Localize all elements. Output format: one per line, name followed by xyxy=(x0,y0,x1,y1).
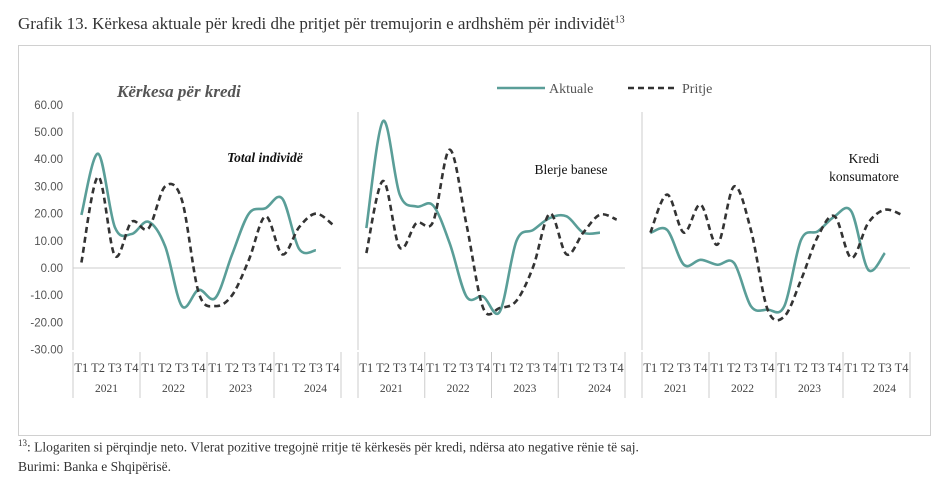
x-year-label: 2023 xyxy=(229,383,252,395)
x-tick-label: T4 xyxy=(610,361,625,375)
x-tick-label: T2 xyxy=(292,361,306,375)
x-tick-label: T4 xyxy=(326,361,341,375)
x-tick-label: T3 xyxy=(175,361,189,375)
x-tick-label: T2 xyxy=(794,361,808,375)
x-tick-label: T3 xyxy=(878,361,892,375)
x-tick-label: T3 xyxy=(108,361,122,375)
x-tick-label: T2 xyxy=(576,361,590,375)
series-line-aktuale xyxy=(80,152,317,309)
y-tick-label: 30.00 xyxy=(34,181,63,193)
x-tick-label: T2 xyxy=(727,361,741,375)
x-tick-label: T2 xyxy=(443,361,457,375)
x-tick-label: T3 xyxy=(526,361,540,375)
y-tick-label: 60.00 xyxy=(34,100,63,112)
x-tick-label: T1 xyxy=(844,361,858,375)
x-tick-label: T2 xyxy=(158,361,172,375)
x-year-label: 2024 xyxy=(304,383,327,395)
x-tick-label: T3 xyxy=(811,361,825,375)
x-year-label: 2023 xyxy=(798,383,821,395)
y-tick-label: 50.00 xyxy=(34,127,63,139)
x-tick-label: T1 xyxy=(643,361,657,375)
x-tick-label: T4 xyxy=(694,361,709,375)
x-tick-label: T4 xyxy=(409,361,424,375)
panel-title: Kredi xyxy=(849,151,880,166)
x-tick-label: T4 xyxy=(761,361,776,375)
source-note: Burimi: Banka e Shqipërisë. xyxy=(18,459,171,474)
x-tick-label: T1 xyxy=(560,361,574,375)
x-tick-label: T4 xyxy=(895,361,910,375)
x-tick-label: T3 xyxy=(309,361,323,375)
x-tick-label: T4 xyxy=(192,361,207,375)
x-year-label: 2023 xyxy=(513,383,536,395)
x-tick-label: T3 xyxy=(593,361,607,375)
panel-title-line2: konsumatore xyxy=(829,169,899,184)
series-line-aktuale xyxy=(365,119,601,315)
x-year-label: 2024 xyxy=(588,383,611,395)
x-year-label: 2022 xyxy=(731,383,754,395)
series-line-pritje xyxy=(649,185,903,322)
x-tick-label: T1 xyxy=(777,361,791,375)
y-tick-label: -20.00 xyxy=(30,317,63,329)
x-tick-label: T2 xyxy=(861,361,875,375)
x-tick-label: T4 xyxy=(125,361,140,375)
x-year-label: 2021 xyxy=(95,383,118,395)
x-tick-label: T1 xyxy=(208,361,222,375)
x-tick-label: T3 xyxy=(242,361,256,375)
x-tick-label: T4 xyxy=(543,361,558,375)
y-tick-label: 20.00 xyxy=(34,209,63,221)
series-line-aktuale xyxy=(649,206,886,314)
y-tick-label: 40.00 xyxy=(34,154,63,166)
x-tick-label: T1 xyxy=(275,361,289,375)
x-tick-label: T2 xyxy=(225,361,239,375)
x-tick-label: T2 xyxy=(660,361,674,375)
x-tick-label: T1 xyxy=(493,361,507,375)
series-line-pritje xyxy=(80,175,334,308)
chart-header: Kërkesa për kredi xyxy=(116,82,241,101)
x-year-label: 2024 xyxy=(873,383,896,395)
footnote: 13: Llogariten si përqindje neto. Vlerat… xyxy=(18,438,639,455)
chart-title: Grafik 13. Kërkesa aktuale për kredi dhe… xyxy=(18,14,625,33)
x-tick-label: T4 xyxy=(476,361,491,375)
series-line-pritje xyxy=(365,148,618,316)
y-tick-label: -10.00 xyxy=(30,290,63,302)
y-tick-label: 10.00 xyxy=(34,236,63,248)
x-tick-label: T3 xyxy=(393,361,407,375)
x-tick-label: T1 xyxy=(710,361,724,375)
x-tick-label: T1 xyxy=(426,361,440,375)
x-tick-label: T3 xyxy=(460,361,474,375)
x-tick-label: T3 xyxy=(677,361,691,375)
x-tick-label: T1 xyxy=(359,361,373,375)
y-tick-label: 0.00 xyxy=(41,263,63,275)
x-tick-label: T2 xyxy=(91,361,105,375)
x-year-label: 2022 xyxy=(447,383,470,395)
x-year-label: 2022 xyxy=(162,383,185,395)
y-tick-label: -30.00 xyxy=(30,345,63,357)
panel-title: Total individë xyxy=(227,150,303,165)
legend-label-aktuale: Aktuale xyxy=(549,82,593,97)
x-tick-label: T2 xyxy=(510,361,524,375)
chart-frame xyxy=(18,45,931,436)
legend-label-pritje: Pritje xyxy=(682,82,712,97)
x-tick-label: T1 xyxy=(141,361,155,375)
x-tick-label: T3 xyxy=(744,361,758,375)
x-tick-label: T1 xyxy=(74,361,88,375)
x-tick-label: T4 xyxy=(259,361,274,375)
x-year-label: 2021 xyxy=(664,383,687,395)
x-year-label: 2021 xyxy=(380,383,403,395)
x-tick-label: T2 xyxy=(376,361,390,375)
x-tick-label: T4 xyxy=(828,361,843,375)
panel-title: Blerje banese xyxy=(534,162,607,177)
